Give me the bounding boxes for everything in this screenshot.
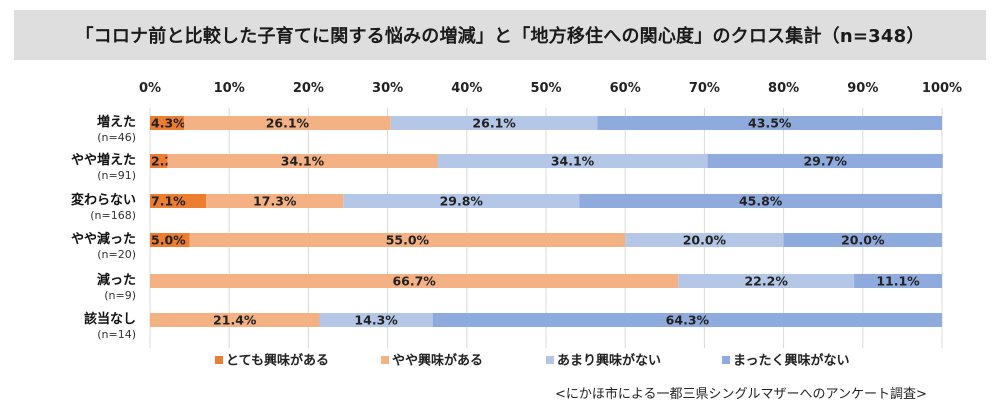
chart-title: 「コロナ前と比較した子育てに関する悩みの増減」と「地方移住への関心度」のクロス集… — [75, 26, 925, 47]
data-label: 29.8% — [440, 194, 484, 209]
bar-segment — [625, 233, 784, 247]
legend-label: あまり興味がない — [557, 353, 661, 369]
bar-segment — [167, 154, 438, 168]
bar-segment — [150, 154, 168, 168]
data-label: 26.1% — [266, 116, 310, 131]
bar-segment — [437, 154, 708, 168]
bar-segment — [597, 116, 942, 130]
data-label: 26.1% — [472, 116, 516, 131]
data-label: 7.1% — [151, 194, 186, 209]
category-label: 増えた — [97, 114, 136, 130]
bar-segment — [390, 116, 598, 130]
category-n-label: (n=46) — [97, 131, 136, 144]
data-label: 4.3% — [151, 116, 186, 131]
legend-swatch — [381, 356, 389, 364]
x-tick-label: 40% — [451, 81, 482, 96]
data-label: 17.3% — [253, 194, 297, 209]
bar-segment — [150, 116, 185, 130]
data-label: 20.0% — [683, 233, 727, 248]
bar-segment — [150, 313, 320, 327]
category-label: 減った — [97, 272, 136, 288]
x-tick-label: 30% — [372, 81, 403, 96]
category-n-label: (n=168) — [90, 209, 136, 222]
bar-segment — [150, 274, 679, 288]
category-label: やや減った — [71, 231, 136, 247]
x-tick-label: 80% — [768, 81, 799, 96]
chart-title-bar: 「コロナ前と比較した子育てに関する悩みの増減」と「地方移住への関心度」のクロス集… — [14, 10, 986, 60]
data-label: 43.5% — [748, 116, 792, 131]
bar-segment — [319, 313, 433, 327]
category-n-label: (n=20) — [97, 248, 136, 261]
category-label: やや増えた — [71, 152, 136, 168]
category-n-label: (n=14) — [97, 328, 136, 341]
bar-segment — [150, 233, 190, 247]
legend-swatch — [215, 356, 223, 364]
legend-swatch — [722, 356, 730, 364]
x-tick-label: 10% — [214, 81, 245, 96]
data-label: 66.7% — [392, 274, 436, 289]
legend-label: とても興味がある — [226, 353, 329, 369]
x-tick-label: 0% — [139, 81, 161, 96]
bar-segment — [783, 233, 942, 247]
data-label: 64.3% — [666, 313, 710, 328]
category-label: 該当なし — [84, 311, 136, 327]
category-n-label: (n=9) — [104, 289, 136, 302]
x-tick-label: 60% — [610, 81, 641, 96]
source-note: <にかほ市による一都三県シングルマザーへのアンケート調査> — [555, 387, 927, 402]
data-label: 29.7% — [803, 154, 847, 169]
data-label: 34.1% — [281, 154, 325, 169]
bar-segment — [206, 194, 344, 208]
bar-segment — [150, 194, 207, 208]
category-n-label: (n=91) — [97, 169, 136, 182]
x-tick-label: 100% — [922, 81, 962, 96]
data-label: 5.0% — [151, 233, 186, 248]
bar-segment — [579, 194, 942, 208]
category-label: 変わらない — [71, 192, 136, 208]
data-label: 21.4% — [213, 313, 257, 328]
legend-label: まったく興味がない — [733, 353, 849, 369]
bar-segment — [707, 154, 943, 168]
data-label: 55.0% — [386, 233, 430, 248]
legend-label: やや興味がある — [392, 353, 483, 369]
bar-segment — [343, 194, 580, 208]
bar-segment — [184, 116, 391, 130]
x-tick-label: 90% — [847, 81, 878, 96]
bar-segment — [432, 313, 942, 327]
data-label: 45.8% — [739, 194, 783, 209]
data-label: 11.1% — [876, 274, 920, 289]
x-tick-label: 70% — [689, 81, 720, 96]
bar-segment — [189, 233, 626, 247]
data-label: 22.2% — [744, 274, 788, 289]
bar-segment — [678, 274, 855, 288]
x-tick-label: 50% — [530, 81, 561, 96]
bar-segment — [854, 274, 942, 288]
legend-swatch — [546, 356, 554, 364]
data-label: 34.1% — [551, 154, 595, 169]
data-label: 20.0% — [841, 233, 885, 248]
data-label: 14.3% — [354, 313, 398, 328]
x-tick-label: 20% — [293, 81, 324, 96]
